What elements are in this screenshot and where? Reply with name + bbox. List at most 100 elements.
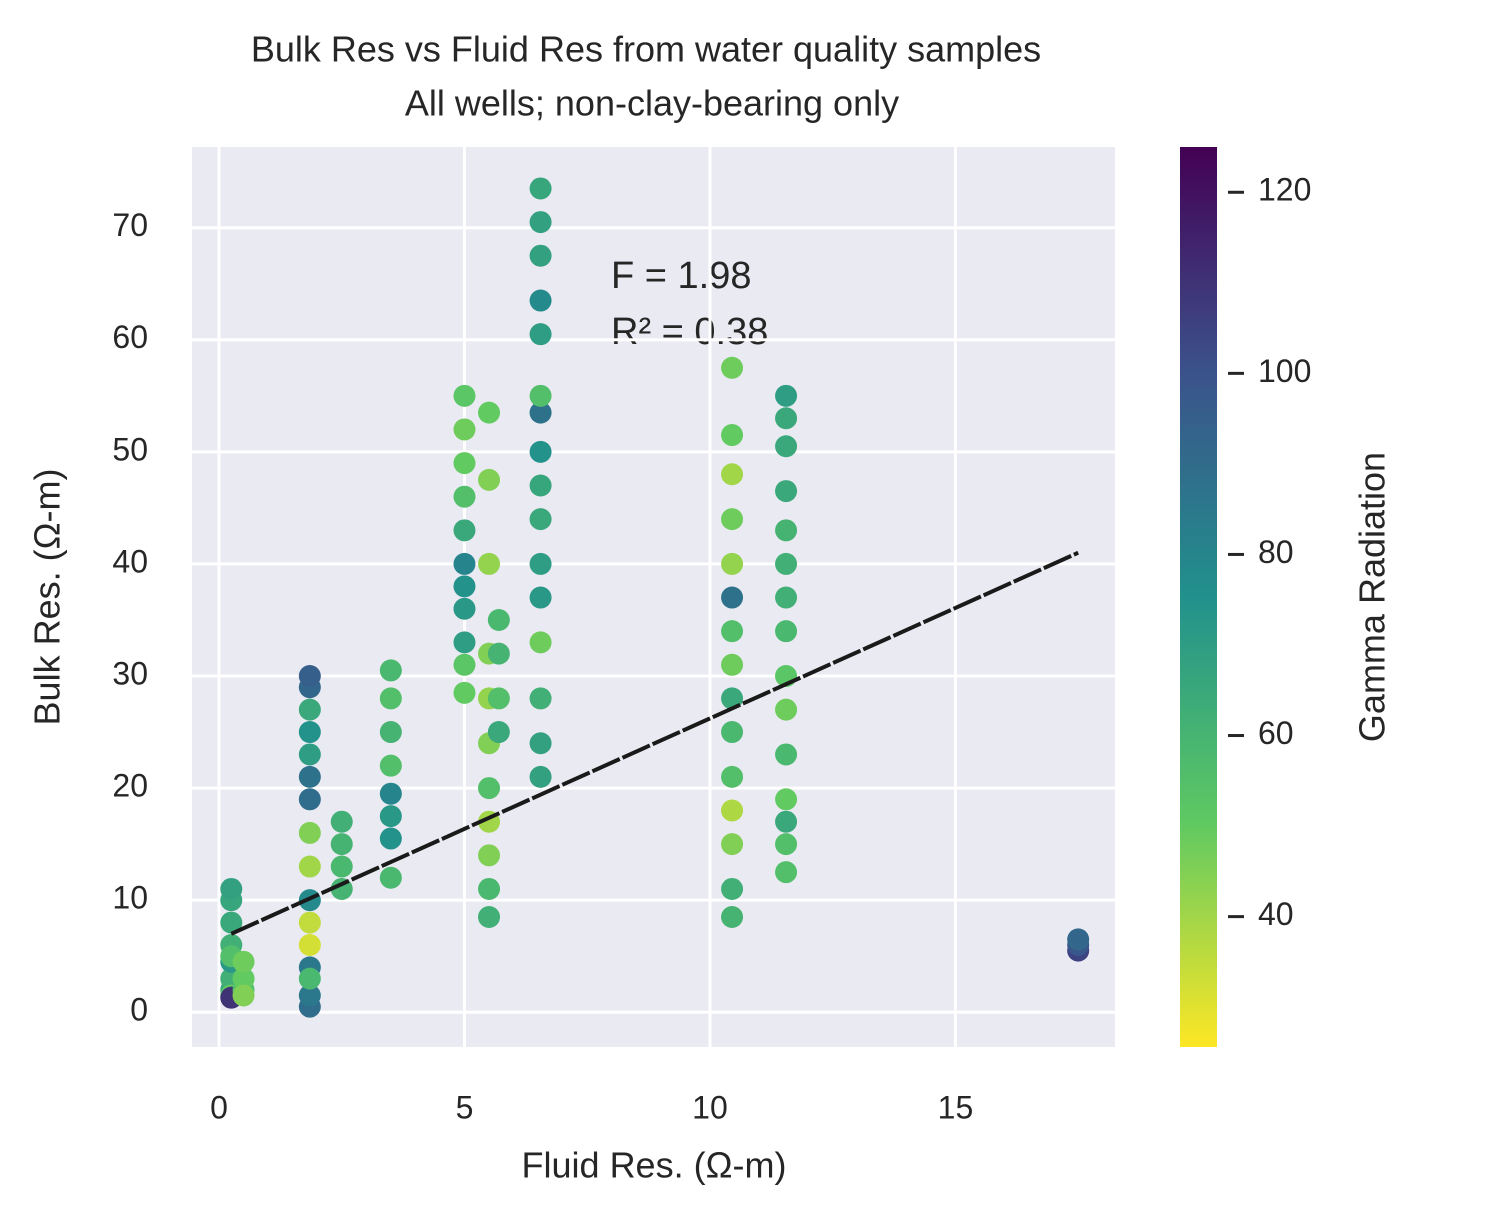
- y-tick-label: 30: [112, 655, 148, 691]
- annotation: R² = 0.38: [611, 311, 768, 353]
- y-tick-label: 0: [130, 992, 148, 1028]
- point: [453, 681, 476, 704]
- point: [478, 905, 501, 928]
- point: [529, 474, 552, 497]
- point: [775, 698, 798, 721]
- point: [529, 323, 552, 346]
- point: [775, 384, 798, 407]
- y-tick-label: 70: [112, 207, 148, 243]
- y-tick-label: 20: [112, 768, 148, 804]
- point: [453, 653, 476, 676]
- point: [453, 485, 476, 508]
- point: [453, 552, 476, 575]
- point: [721, 552, 744, 575]
- point: [379, 866, 402, 889]
- point: [529, 687, 552, 710]
- point: [721, 905, 744, 928]
- point: [298, 821, 321, 844]
- point: [721, 620, 744, 643]
- point: [721, 463, 744, 486]
- point: [775, 743, 798, 766]
- point: [330, 810, 353, 833]
- point: [775, 407, 798, 430]
- point: [298, 788, 321, 811]
- point: [379, 782, 402, 805]
- colorbar-tick-label: 40: [1258, 896, 1294, 932]
- point: [298, 765, 321, 788]
- point: [298, 967, 321, 990]
- x-tick-label: 5: [456, 1089, 474, 1125]
- point: [775, 480, 798, 503]
- point: [775, 810, 798, 833]
- x-tick-label: 0: [210, 1089, 228, 1125]
- point: [529, 631, 552, 654]
- point: [453, 418, 476, 441]
- x-axis-label: Fluid Res. (Ω-m): [522, 1145, 787, 1186]
- point: [478, 844, 501, 867]
- point: [529, 211, 552, 234]
- point: [453, 384, 476, 407]
- y-axis-label: Bulk Res. (Ω-m): [27, 469, 68, 726]
- chart-subtitle: All wells; non-clay-bearing only: [405, 83, 899, 124]
- point: [298, 984, 321, 1007]
- point: [330, 833, 353, 856]
- point: [529, 508, 552, 531]
- point: [721, 653, 744, 676]
- point: [721, 721, 744, 744]
- point: [298, 721, 321, 744]
- point: [478, 552, 501, 575]
- chart-title: Bulk Res vs Fluid Res from water quality…: [251, 29, 1041, 70]
- point: [721, 765, 744, 788]
- fit-line: [230, 550, 1080, 936]
- point: [487, 687, 510, 710]
- point: [379, 659, 402, 682]
- point: [487, 721, 510, 744]
- point: [487, 608, 510, 631]
- point: [775, 861, 798, 884]
- point: [529, 401, 552, 424]
- point: [453, 631, 476, 654]
- point: [232, 984, 255, 1007]
- point: [721, 877, 744, 900]
- point: [775, 519, 798, 542]
- point: [453, 452, 476, 475]
- point: [478, 401, 501, 424]
- point: [379, 805, 402, 828]
- point: [529, 586, 552, 609]
- point: [220, 911, 243, 934]
- y-tick-label: 60: [112, 319, 148, 355]
- point: [529, 732, 552, 755]
- point: [379, 687, 402, 710]
- point: [775, 435, 798, 458]
- point: [529, 177, 552, 200]
- point: [487, 642, 510, 665]
- point: [330, 855, 353, 878]
- annotation: F = 1.98: [611, 255, 751, 297]
- x-tick-label: 10: [692, 1089, 728, 1125]
- point: [721, 586, 744, 609]
- point: [379, 827, 402, 850]
- point: [775, 788, 798, 811]
- y-tick-label: 10: [112, 880, 148, 916]
- point: [220, 877, 243, 900]
- point: [775, 586, 798, 609]
- point: [529, 289, 552, 312]
- point: [721, 799, 744, 822]
- colorbar-tick-label: 80: [1258, 534, 1294, 570]
- point: [1067, 928, 1090, 951]
- y-tick-label: 50: [112, 431, 148, 467]
- point: [721, 356, 744, 379]
- point: [232, 967, 255, 990]
- colorbar: [1180, 147, 1217, 1047]
- point: [721, 424, 744, 447]
- point: [232, 950, 255, 973]
- point: [478, 877, 501, 900]
- point: [529, 552, 552, 575]
- point: [379, 721, 402, 744]
- point: [298, 743, 321, 766]
- point: [298, 698, 321, 721]
- point: [775, 552, 798, 575]
- point: [529, 440, 552, 463]
- colorbar-label: Gamma Radiation: [1352, 452, 1393, 742]
